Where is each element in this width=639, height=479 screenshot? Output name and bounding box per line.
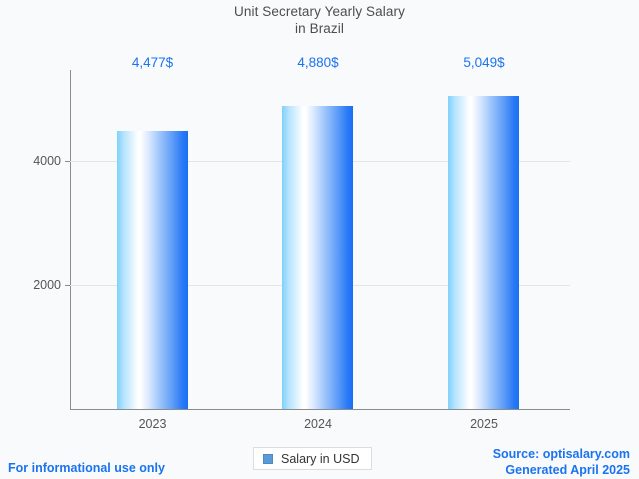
- chart-title: Unit Secretary Yearly Salary in Brazil: [0, 3, 639, 37]
- bar-value-2024: 4,880$: [297, 55, 339, 70]
- source-text: Source: optisalary.com: [492, 447, 630, 461]
- y-tickmark-2000: [65, 285, 70, 286]
- x-tick-label-2024: 2024: [304, 417, 332, 431]
- bar-value-2023: 4,477$: [131, 55, 174, 70]
- legend-item-label: Salary in USD: [281, 451, 360, 466]
- y-axis-line: [70, 70, 71, 410]
- y-tick-label-2000: 2000: [33, 278, 61, 292]
- bar-2025[interactable]: [448, 96, 519, 409]
- disclaimer-text: For informational use only: [8, 461, 165, 475]
- bar-2024[interactable]: [282, 106, 353, 409]
- chart-title-line1: Unit Secretary Yearly Salary: [234, 4, 405, 19]
- x-tick-label-2025: 2025: [470, 417, 498, 431]
- legend-swatch-icon: [263, 453, 273, 464]
- x-axis-line: [70, 409, 570, 410]
- bar-value-2025: 5,049$: [463, 55, 505, 70]
- chart-title-line2: in Brazil: [295, 21, 344, 36]
- plot-area: 4000 2000: [33, 70, 570, 409]
- source-block: Source: optisalary.com Generated April 2…: [493, 446, 630, 478]
- generated-text: Generated April 2025: [505, 463, 630, 477]
- chart-legend[interactable]: Salary in USD: [253, 447, 372, 470]
- bar-2023[interactable]: [117, 131, 188, 409]
- x-tick-label-2023: 2023: [138, 417, 167, 431]
- y-tickmark-4000: [65, 161, 70, 162]
- y-tick-label-4000: 4000: [33, 154, 61, 168]
